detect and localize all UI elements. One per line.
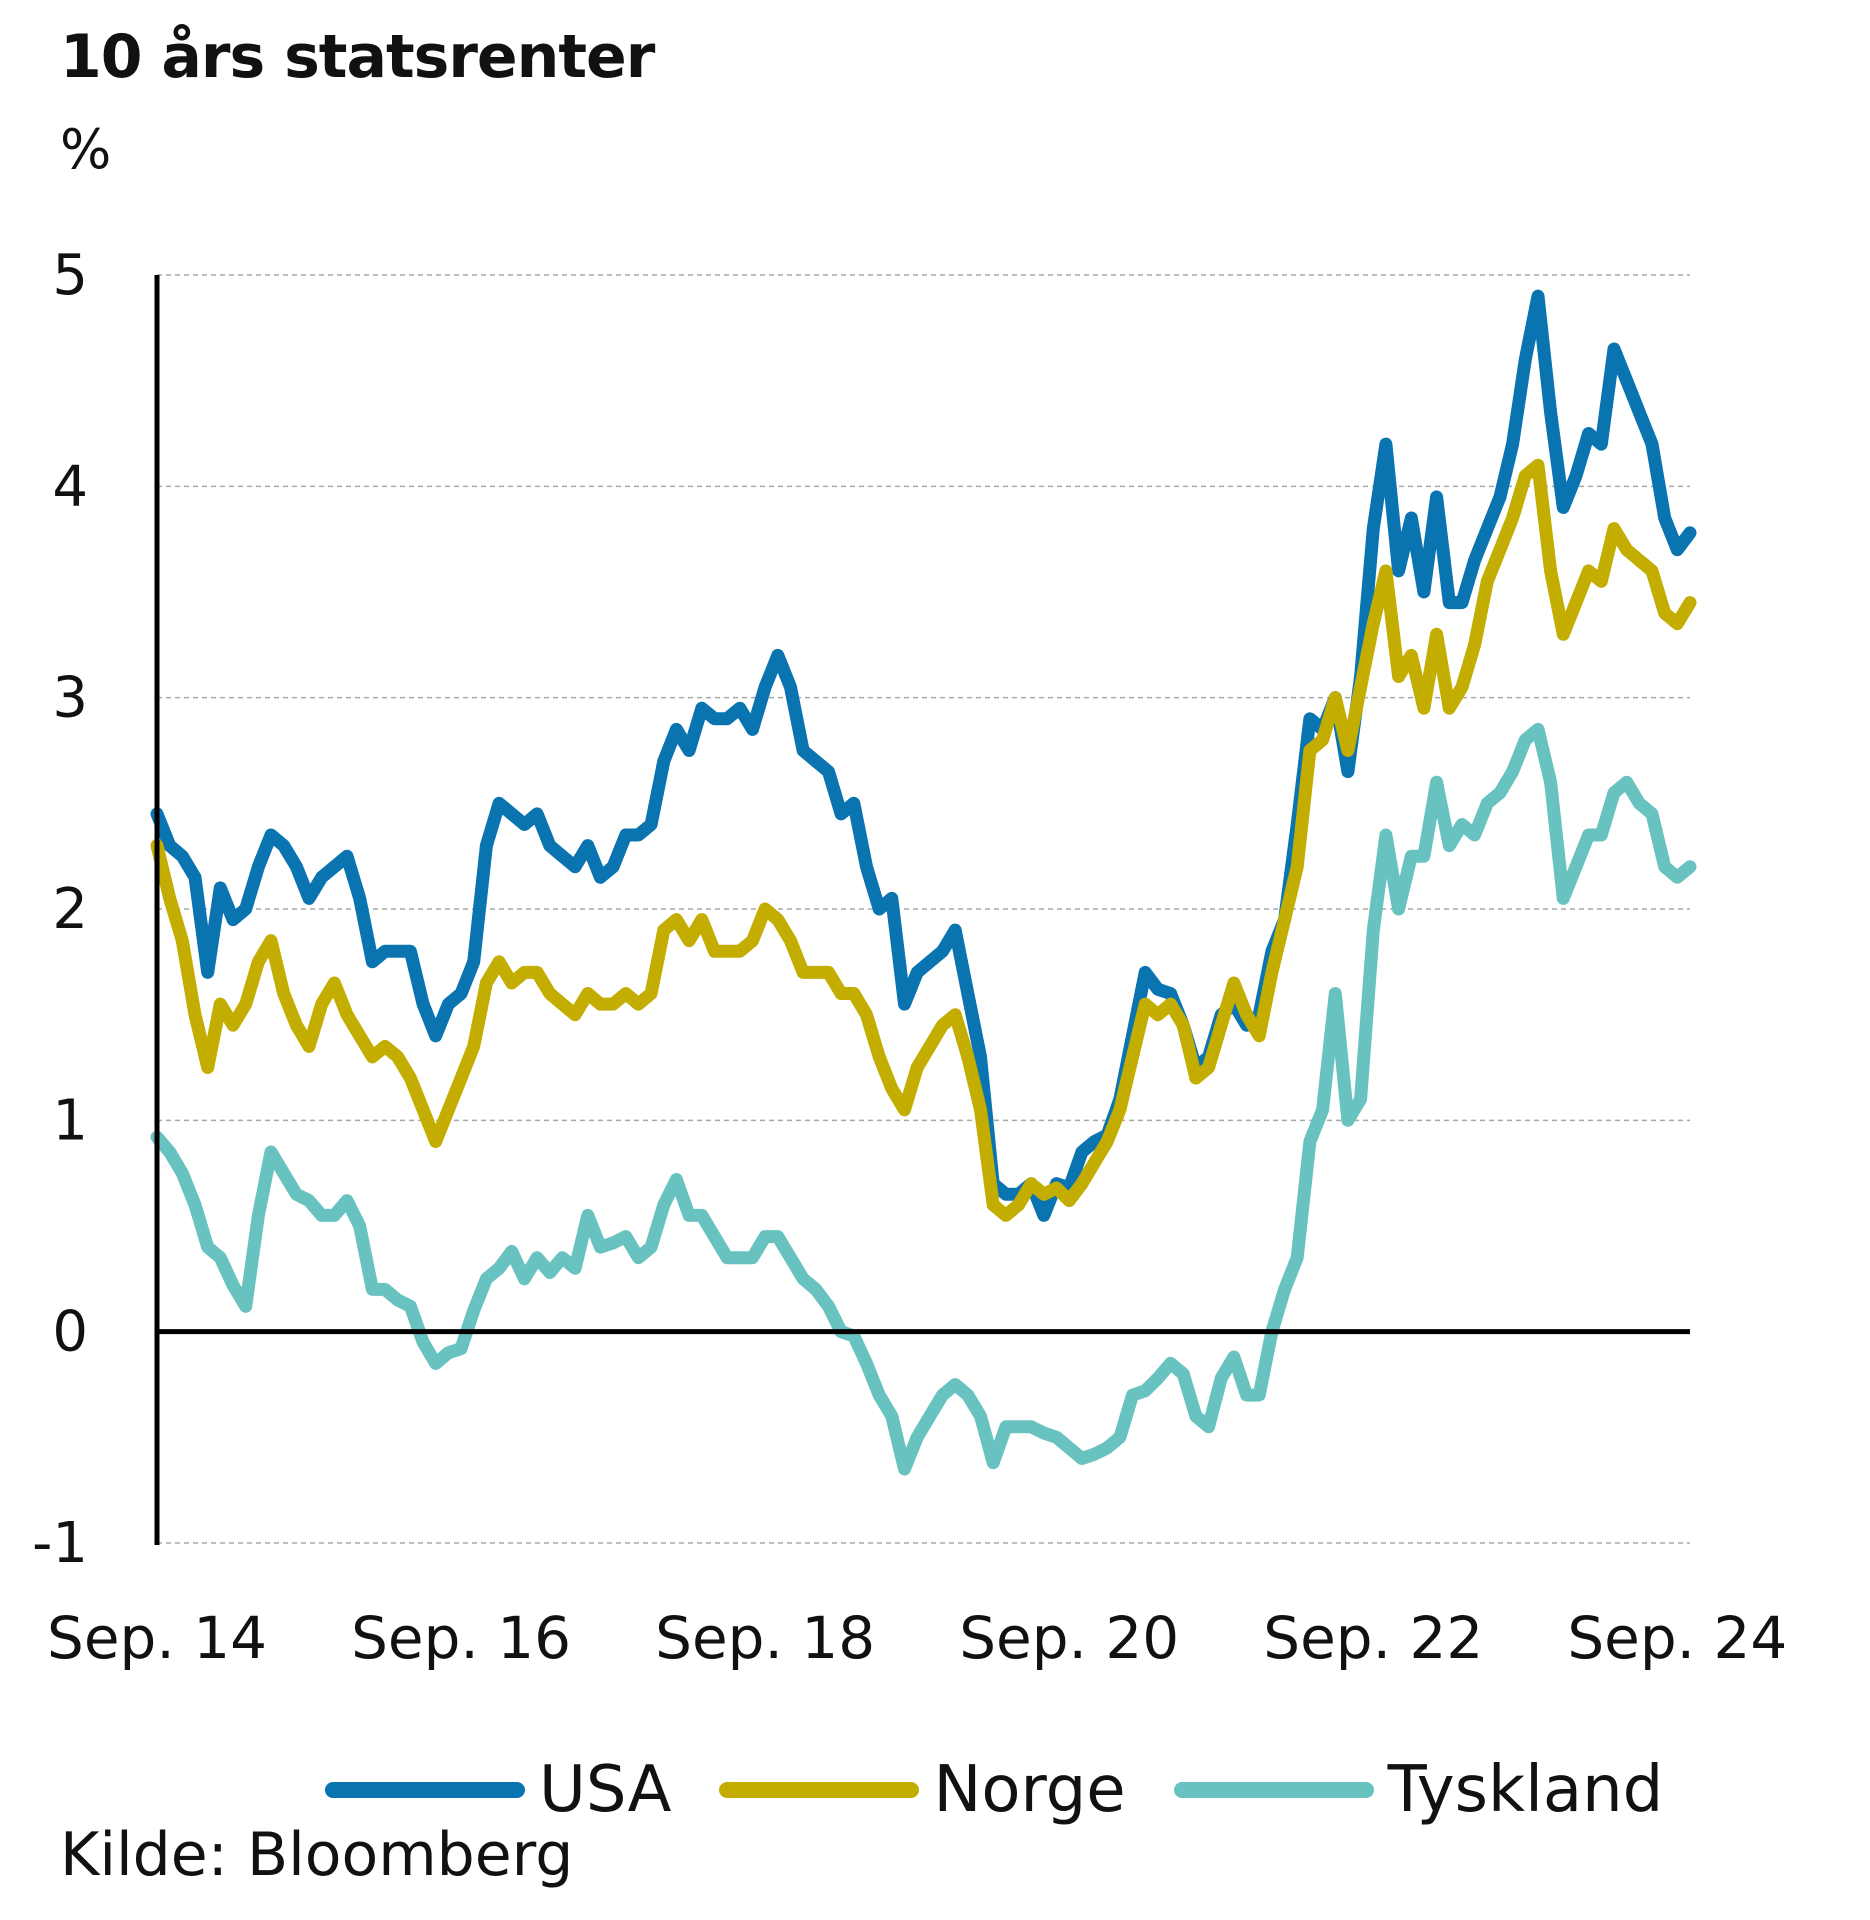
series-line-usa bbox=[150, 289, 1697, 1222]
x-tick-label: Sep. 20 bbox=[959, 1604, 1179, 1672]
x-tick-label: Sep. 22 bbox=[1263, 1604, 1483, 1672]
y-tick-labels: -1 0 1 2 3 4 5 bbox=[32, 243, 88, 1576]
y-tick-label: 5 bbox=[52, 243, 88, 308]
y-axis-unit: % bbox=[60, 118, 112, 181]
legend-swatch bbox=[1173, 1782, 1374, 1798]
legend-item-tyskland: Tyskland bbox=[1173, 1753, 1664, 1827]
x-tick-labels: Sep. 14 Sep. 16 Sep. 18 Sep. 20 Sep. 22 Sep. … bbox=[47, 1604, 1787, 1672]
series-line-norge bbox=[150, 458, 1697, 1222]
series-lines bbox=[150, 289, 1697, 1476]
axes bbox=[154, 275, 1690, 1545]
y-tick-label: 0 bbox=[52, 1300, 88, 1365]
legend-swatch bbox=[325, 1782, 525, 1798]
series-line-tyskland bbox=[150, 722, 1697, 1476]
y-tick-label: -1 bbox=[32, 1511, 88, 1576]
y-tick-label: 3 bbox=[52, 666, 88, 731]
x-tick-label: Sep. 24 bbox=[1567, 1604, 1787, 1672]
source-note: Kilde: Bloomberg bbox=[60, 1820, 574, 1890]
y-tick-label: 2 bbox=[52, 877, 88, 942]
legend-label: Norge bbox=[933, 1753, 1126, 1827]
legend-item-usa: USA bbox=[325, 1753, 671, 1827]
legend-item-norge: Norge bbox=[719, 1753, 1126, 1827]
legend: USA Norge Tyskland bbox=[325, 1745, 1711, 1835]
chart-title: 10 års statsrenter bbox=[60, 22, 655, 92]
x-tick-label: Sep. 14 bbox=[47, 1604, 267, 1672]
x-tick-label: Sep. 18 bbox=[655, 1604, 875, 1672]
legend-swatch bbox=[719, 1782, 920, 1798]
legend-label: Tyskland bbox=[1387, 1753, 1664, 1827]
gridlines bbox=[157, 274, 1690, 1544]
y-tick-label: 1 bbox=[52, 1088, 88, 1153]
x-tick-label: Sep. 16 bbox=[351, 1604, 571, 1672]
y-tick-label: 4 bbox=[52, 454, 88, 519]
legend-label: USA bbox=[539, 1753, 672, 1827]
